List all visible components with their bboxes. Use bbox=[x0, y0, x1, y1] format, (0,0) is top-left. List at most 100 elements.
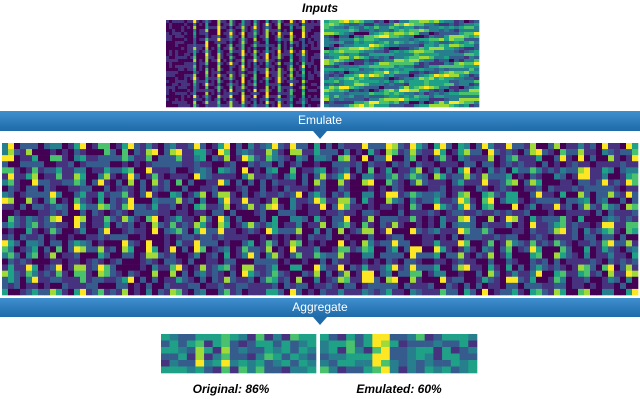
cell bbox=[272, 35, 275, 38]
cell bbox=[158, 173, 164, 179]
cell bbox=[218, 198, 224, 204]
cell bbox=[329, 23, 334, 26]
cell bbox=[349, 56, 354, 59]
cell bbox=[290, 167, 296, 173]
cell bbox=[44, 271, 50, 277]
cell bbox=[20, 271, 26, 277]
cell bbox=[175, 32, 178, 35]
cell bbox=[241, 44, 244, 47]
cell bbox=[278, 289, 284, 295]
cell bbox=[224, 240, 230, 246]
cell bbox=[620, 271, 626, 277]
cell bbox=[338, 246, 344, 252]
cell bbox=[500, 155, 506, 161]
cell bbox=[229, 20, 232, 23]
cell bbox=[354, 101, 359, 104]
cell bbox=[92, 198, 98, 204]
cell bbox=[284, 161, 290, 167]
cell bbox=[620, 252, 626, 258]
cell bbox=[104, 277, 110, 283]
cell bbox=[398, 228, 404, 234]
cell bbox=[166, 59, 169, 62]
cell bbox=[158, 186, 164, 192]
cell bbox=[242, 259, 248, 265]
cell bbox=[379, 44, 384, 47]
cell bbox=[92, 155, 98, 161]
cell bbox=[359, 41, 364, 44]
cell bbox=[308, 173, 314, 179]
cell bbox=[470, 216, 476, 222]
cell bbox=[584, 149, 590, 155]
cell bbox=[614, 186, 620, 192]
cell bbox=[194, 186, 200, 192]
cell bbox=[602, 149, 608, 155]
cell bbox=[232, 83, 235, 86]
cell bbox=[470, 161, 476, 167]
cell bbox=[488, 161, 494, 167]
cell bbox=[458, 210, 464, 216]
cell bbox=[214, 29, 217, 32]
cell bbox=[296, 240, 302, 246]
cell bbox=[422, 234, 428, 240]
cell bbox=[217, 20, 220, 23]
cell bbox=[596, 204, 602, 210]
cell bbox=[266, 68, 269, 71]
cell bbox=[620, 204, 626, 210]
cell bbox=[8, 283, 14, 289]
cell bbox=[172, 80, 175, 83]
cell bbox=[236, 149, 242, 155]
cell bbox=[444, 53, 449, 56]
cell bbox=[560, 265, 566, 271]
cell bbox=[469, 35, 474, 38]
cell bbox=[269, 44, 272, 47]
cell bbox=[399, 32, 404, 35]
cell bbox=[182, 173, 188, 179]
cell bbox=[410, 234, 416, 240]
cell bbox=[449, 56, 454, 59]
cell bbox=[110, 210, 116, 216]
cell bbox=[272, 20, 275, 23]
cell bbox=[217, 23, 220, 26]
cell bbox=[434, 29, 439, 32]
cell bbox=[74, 167, 80, 173]
cell bbox=[284, 283, 290, 289]
cell bbox=[458, 252, 464, 258]
cell bbox=[410, 216, 416, 222]
cell bbox=[202, 71, 205, 74]
cell bbox=[281, 86, 284, 89]
cell bbox=[429, 104, 434, 107]
cell bbox=[434, 71, 439, 74]
cell bbox=[324, 50, 329, 53]
cell bbox=[158, 252, 164, 258]
cell bbox=[175, 104, 178, 107]
cell bbox=[414, 74, 419, 77]
cell bbox=[404, 29, 409, 32]
cell bbox=[98, 155, 104, 161]
cell bbox=[548, 283, 554, 289]
cell bbox=[200, 246, 206, 252]
cell bbox=[518, 167, 524, 173]
cell bbox=[404, 26, 409, 29]
cell bbox=[251, 92, 254, 95]
cell bbox=[434, 83, 439, 86]
cell bbox=[26, 161, 32, 167]
cell bbox=[254, 186, 260, 192]
cell bbox=[254, 277, 260, 283]
cell bbox=[223, 35, 226, 38]
cell bbox=[251, 104, 254, 107]
cell bbox=[542, 259, 548, 265]
cell bbox=[449, 38, 454, 41]
cell bbox=[205, 47, 208, 50]
cell bbox=[226, 104, 229, 107]
cell bbox=[14, 271, 20, 277]
cell bbox=[536, 228, 542, 234]
cell bbox=[464, 222, 470, 228]
cell bbox=[339, 77, 344, 80]
cell bbox=[458, 192, 464, 198]
cell bbox=[62, 216, 68, 222]
cell bbox=[452, 222, 458, 228]
cell bbox=[278, 210, 284, 216]
cell bbox=[354, 62, 359, 65]
cell bbox=[242, 192, 248, 198]
cell bbox=[389, 92, 394, 95]
